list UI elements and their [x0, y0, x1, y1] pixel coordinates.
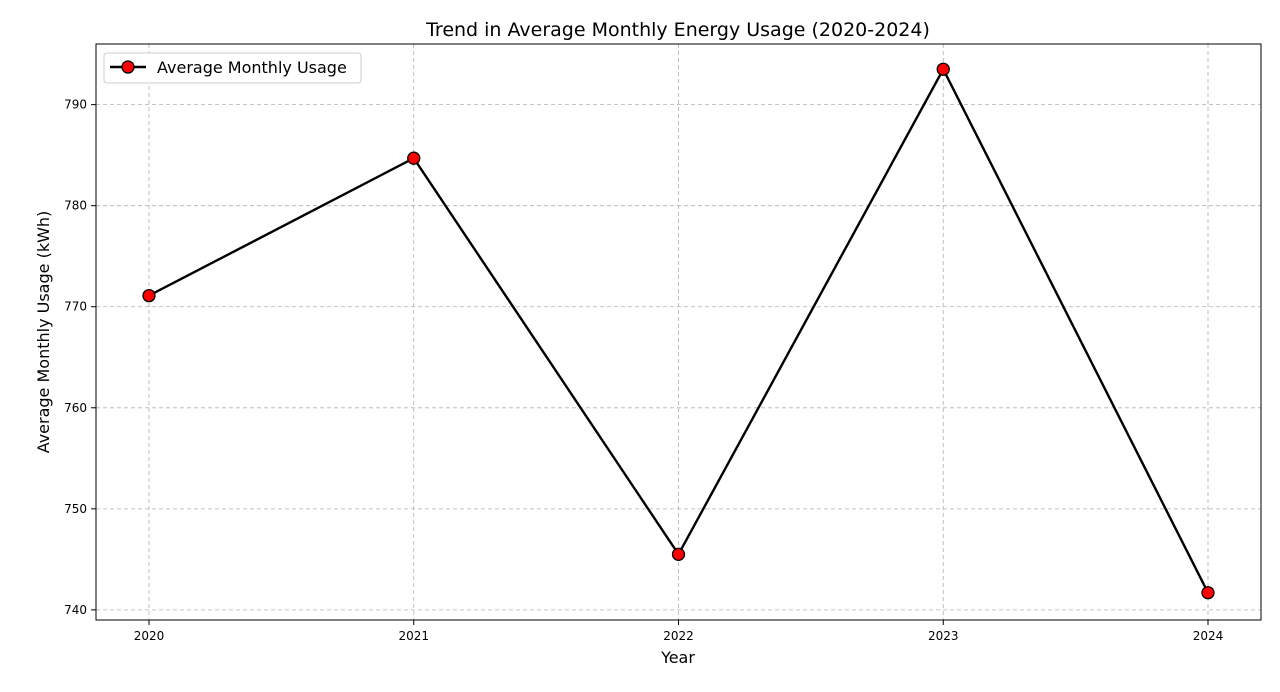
- data-point-2023: [936, 62, 950, 76]
- series-layer: [142, 62, 1215, 600]
- y-tick-label: 770: [64, 300, 87, 314]
- data-point-2022: [671, 547, 686, 561]
- data-point-2020: [142, 288, 156, 303]
- data-point-2021: [407, 151, 421, 165]
- y-tick-label: 740: [64, 603, 87, 617]
- y-tick-label: 780: [64, 199, 87, 213]
- x-tick-label: 2020: [134, 629, 165, 643]
- x-axis-label: Year: [660, 648, 695, 667]
- y-tick-label: 750: [64, 502, 87, 516]
- y-axis-label: Average Monthly Usage (kWh): [34, 211, 53, 454]
- y-tick-label: 760: [64, 401, 87, 415]
- x-tick-label: 2021: [398, 629, 429, 643]
- x-tick-label: 2022: [663, 629, 694, 643]
- legend: Average Monthly Usage: [103, 52, 362, 84]
- legend-marker-swatch: [121, 60, 135, 74]
- grid-lines: [96, 44, 1261, 620]
- data-point-2024: [1201, 586, 1215, 600]
- x-tick-label: 2024: [1193, 629, 1224, 643]
- legend-box: [103, 52, 362, 84]
- x-tick-label: 2023: [928, 629, 959, 643]
- chart-title: Trend in Average Monthly Energy Usage (2…: [425, 19, 930, 41]
- y-tick-label: 790: [64, 98, 87, 112]
- axis-ticks: 740 750 760 770 780 790 2020 2021 2022 2023 2024: [64, 98, 1223, 643]
- legend-label: Average Monthly Usage: [157, 58, 347, 77]
